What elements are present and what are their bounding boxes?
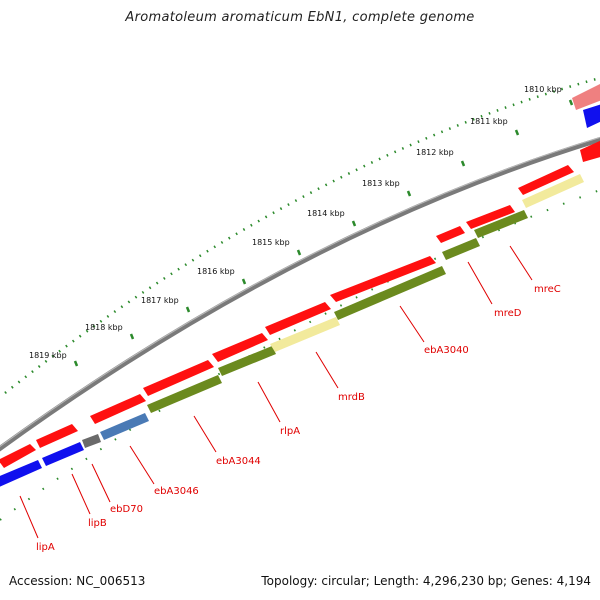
gene-forward-5[interactable] <box>212 333 268 362</box>
kbp-label: 1818 kbp <box>85 323 123 332</box>
kbp-label-group: 1810 kbp 1811 kbp 1812 kbp 1813 kbp 1814 kbp… <box>29 85 562 360</box>
gene-reverse-10[interactable] <box>474 210 528 238</box>
kbp-label: 1817 kbp <box>141 296 179 305</box>
gene-forward-1[interactable] <box>0 444 36 468</box>
kbp-major-tick <box>129 333 135 340</box>
gene-reverse-8[interactable] <box>334 266 446 320</box>
gene-forward-2[interactable] <box>36 424 78 448</box>
inner-tick-ring <box>0 189 600 521</box>
gene-forward-12[interactable] <box>572 84 600 110</box>
gene-reverse-7[interactable] <box>270 317 340 352</box>
kbp-label: 1814 kbp <box>307 209 345 218</box>
gene-label-ebA3044: ebA3044 <box>216 456 261 467</box>
gene-reverse-2[interactable] <box>42 442 84 466</box>
kbp-label: 1810 kbp <box>524 85 562 94</box>
kbp-label: 1811 kbp <box>470 117 508 126</box>
kbp-label: 1819 kbp <box>29 351 67 360</box>
gene-reverse-11[interactable] <box>522 174 584 208</box>
topology-text: Topology: circular; Length: 4,296,230 bp… <box>261 574 591 588</box>
gene-label-ebA3046: ebA3046 <box>154 486 199 497</box>
gene-forward-8[interactable] <box>436 226 465 243</box>
accession-text: Accession: NC_006513 <box>9 574 146 588</box>
forward-strand-genes <box>0 84 600 468</box>
gene-forward-10[interactable] <box>518 165 574 195</box>
gene-reverse-3[interactable] <box>82 434 101 448</box>
kbp-label: 1816 kbp <box>197 267 235 276</box>
gene-label-ebD70: ebD70 <box>110 504 143 515</box>
kbp-tick-group <box>73 99 574 367</box>
kbp-major-tick <box>185 306 191 313</box>
kbp-major-tick <box>73 360 79 367</box>
gene-label-group: mreC mreD ebA3040 mrdB rlpA ebA3044 ebA3… <box>36 284 561 553</box>
gene-forward-9[interactable] <box>466 205 515 229</box>
kbp-major-tick <box>351 220 357 227</box>
gene-forward-3[interactable] <box>90 394 146 424</box>
kbp-major-tick <box>460 160 466 167</box>
kbp-major-tick <box>241 278 247 285</box>
gene-forward-11[interactable] <box>580 140 600 162</box>
kbp-major-tick <box>514 129 520 136</box>
reverse-strand-genes <box>0 104 600 488</box>
genome-backbone-highlight <box>0 137 600 448</box>
gene-label-mrdB: mrdB <box>338 392 365 403</box>
kbp-label: 1815 kbp <box>252 238 290 247</box>
gene-label-lipB: lipB <box>88 518 107 529</box>
genome-backbone <box>0 136 600 452</box>
gene-reverse-9[interactable] <box>442 238 480 260</box>
map-title: Aromatoleum aromaticum EbN1, complete ge… <box>125 10 475 25</box>
gene-label-mreC: mreC <box>534 284 561 295</box>
gene-forward-6[interactable] <box>265 302 331 335</box>
gene-reverse-4[interactable] <box>100 413 149 440</box>
gene-reverse-6[interactable] <box>218 346 276 376</box>
gene-forward-7[interactable] <box>330 256 436 302</box>
gene-forward-4[interactable] <box>143 360 214 396</box>
gene-reverse-12[interactable] <box>583 104 600 128</box>
kbp-major-tick <box>406 190 412 197</box>
gene-label-lipA: lipA <box>36 542 55 553</box>
gene-label-mreD: mreD <box>494 308 522 319</box>
gene-reverse-5[interactable] <box>147 375 222 413</box>
kbp-major-tick <box>296 249 302 256</box>
kbp-dotted-ring <box>4 76 600 394</box>
kbp-major-tick <box>568 99 574 106</box>
gene-reverse-1[interactable] <box>0 460 42 488</box>
kbp-label: 1812 kbp <box>416 148 454 157</box>
gene-leader-lines <box>19 245 533 539</box>
gene-label-ebA3040: ebA3040 <box>424 345 469 356</box>
kbp-label: 1813 kbp <box>362 179 400 188</box>
gene-label-rlpA: rlpA <box>280 426 300 437</box>
